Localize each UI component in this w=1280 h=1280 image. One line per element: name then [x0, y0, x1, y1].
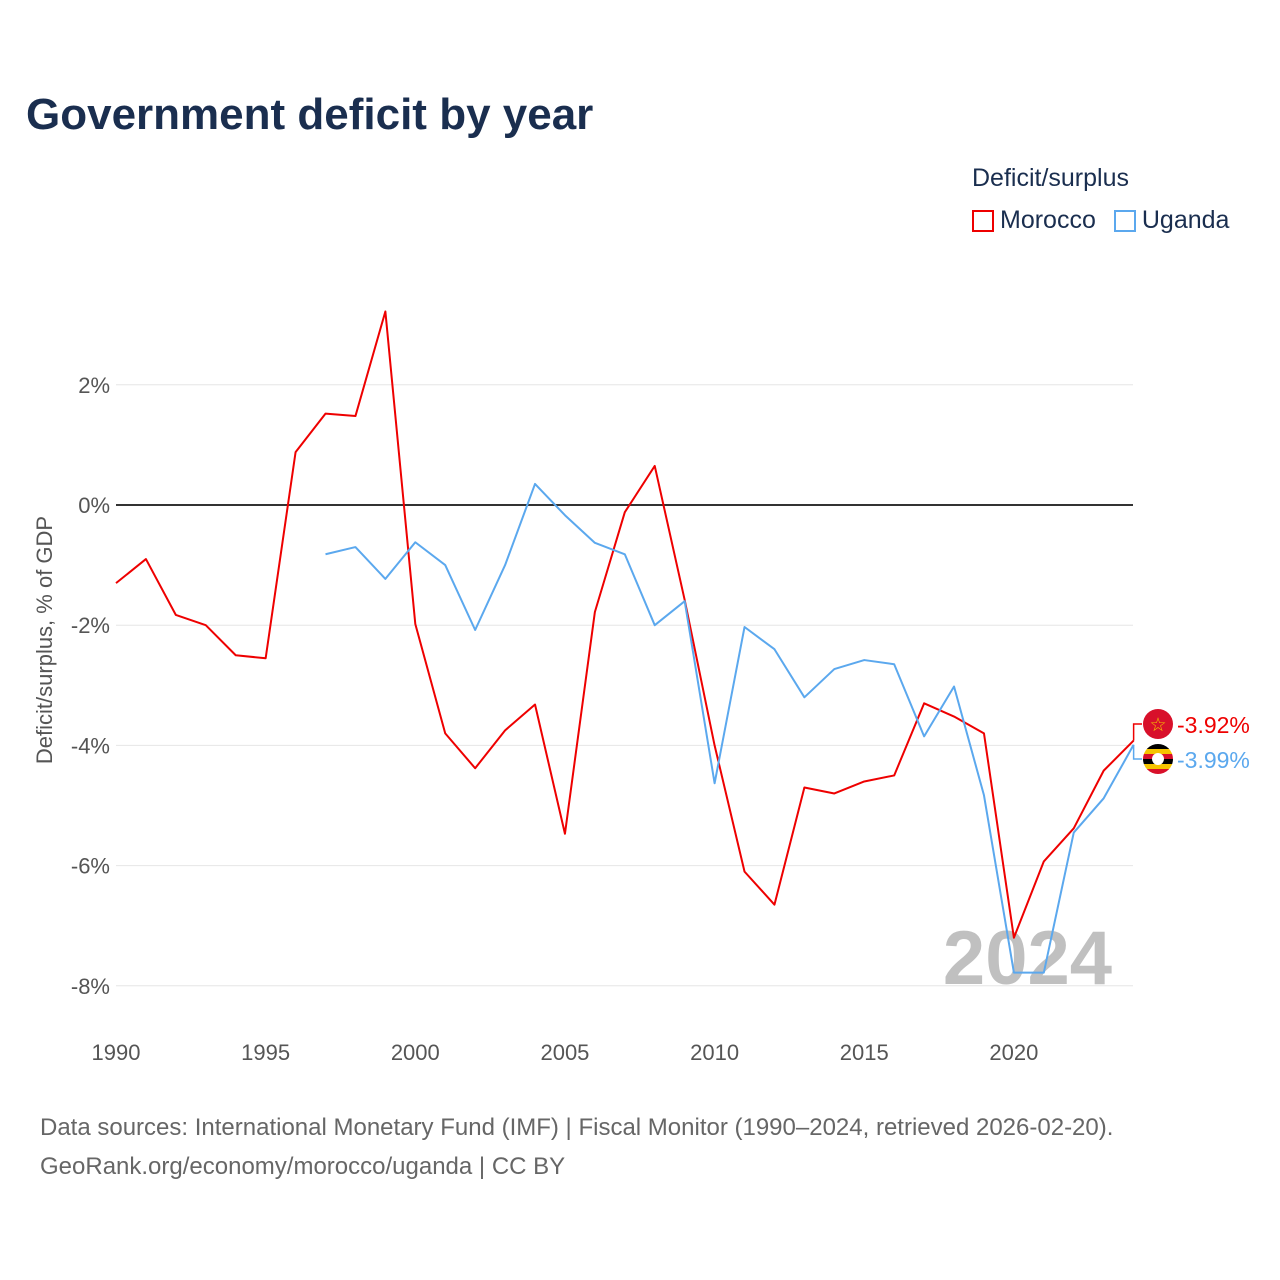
y-tick-label: -6%: [71, 854, 110, 879]
legend-swatch-morocco: [972, 209, 994, 232]
year-watermark: 2024: [943, 916, 1112, 1001]
end-label-connector: [1132, 744, 1142, 760]
flag-stripe: [1143, 744, 1173, 749]
x-tick-label: 2015: [840, 1040, 889, 1065]
x-tick-label: 2010: [690, 1040, 739, 1065]
end-label-uganda: -3.99%: [1177, 747, 1250, 773]
series-line-morocco: [115, 310, 1135, 939]
star-icon: ☆: [1149, 714, 1166, 736]
y-tick-label: 2%: [78, 373, 110, 398]
y-tick-label: -8%: [71, 974, 110, 999]
flag-stripe: [1143, 749, 1173, 754]
uganda-flag-icon: [1152, 753, 1164, 765]
legend-label: Uganda: [1141, 206, 1230, 234]
end-label-morocco: -3.92%: [1177, 712, 1250, 738]
legend-item-morocco[interactable]: Morocco: [972, 206, 1096, 235]
legend-label: Morocco: [1000, 206, 1096, 234]
x-tick-label: 1990: [92, 1040, 141, 1065]
legend-title: Deficit/surplus: [972, 164, 1129, 192]
x-tick-label: 2000: [391, 1040, 440, 1065]
y-tick-label: 0%: [78, 493, 110, 518]
x-tick-label: 2020: [989, 1040, 1038, 1065]
source-line-1: Data sources: International Monetary Fun…: [40, 1114, 1114, 1141]
series-line-uganda: [325, 482, 1135, 974]
y-tick-label: -2%: [71, 613, 110, 638]
end-label-connector: [1132, 723, 1142, 741]
x-tick-label: 2005: [540, 1040, 589, 1065]
source-line-2[interactable]: GeoRank.org/economy/morocco/uganda | CC …: [40, 1153, 566, 1180]
legend-item-uganda[interactable]: Uganda: [1113, 206, 1230, 235]
y-tick-label: -4%: [71, 733, 110, 758]
chart-title: Government deficit by year: [26, 90, 594, 139]
morocco-flag-icon: [1143, 709, 1173, 739]
x-tick-label: 1995: [241, 1040, 290, 1065]
legend-swatch-uganda: [1113, 209, 1136, 232]
flag-stripe: [1143, 764, 1173, 769]
y-axis-label: Deficit/surplus, % of GDP: [32, 516, 57, 764]
source-note: Data sources: International Monetary Fun…: [40, 1108, 1113, 1186]
flag-stripe: [1143, 769, 1173, 774]
legend: Morocco Uganda: [972, 206, 1229, 235]
